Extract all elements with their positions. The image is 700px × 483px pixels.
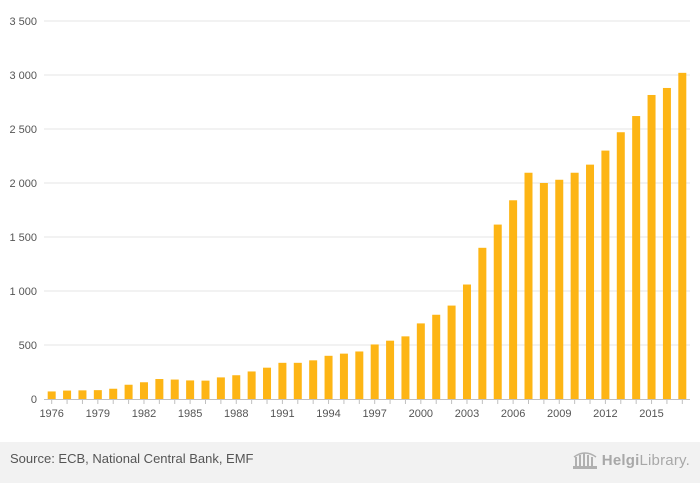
bar: [93, 390, 102, 399]
x-tick-label: 2009: [547, 408, 571, 420]
bar-chart: 0 500 1 000 1 500 2 000 2 500 3 000 3 500 1976 19…: [9, 16, 690, 420]
logo-text: HelgiLibrary.: [602, 452, 690, 469]
bar: [370, 344, 379, 399]
bar: [662, 87, 671, 400]
bar: [355, 351, 364, 399]
bar: [432, 314, 441, 399]
y-tick-label: 3 000: [9, 70, 37, 82]
bar: [478, 247, 487, 399]
bar: [616, 132, 625, 400]
bar: [124, 384, 133, 399]
bar: [170, 379, 179, 399]
bar: [216, 377, 225, 399]
bar: [247, 371, 256, 399]
bar: [201, 380, 210, 399]
y-tick-label: 1 000: [9, 286, 37, 298]
x-tick-label: 1991: [270, 408, 294, 420]
bar: [139, 382, 148, 399]
bar: [509, 200, 518, 399]
bar: [416, 323, 425, 399]
x-tick-label: 1982: [132, 408, 156, 420]
bar: [47, 391, 56, 399]
bar: [278, 362, 287, 399]
x-tick-label: 2003: [455, 408, 479, 420]
y-tick-label: 500: [19, 340, 37, 352]
bar: [601, 150, 610, 399]
bar: [386, 340, 395, 399]
bar: [524, 172, 533, 399]
x-tick-label: 1988: [224, 408, 248, 420]
bar-layer: [47, 72, 687, 400]
axis-layer: 0 500 1 000 1 500 2 000 2 500 3 000 3 500 1976 19…: [9, 16, 690, 420]
x-tick-label: 2006: [501, 408, 525, 420]
helgi-library-logo: HelgiLibrary.: [572, 448, 690, 472]
x-tick-label: 1976: [39, 408, 63, 420]
bar: [555, 179, 564, 399]
x-tick-label: 1979: [86, 408, 110, 420]
logo-text-bold: Helgi: [601, 451, 640, 469]
grid-layer: [44, 20, 690, 346]
y-tick-label: 0: [31, 394, 37, 406]
y-tick-label: 2 000: [9, 178, 37, 190]
bar: [493, 224, 502, 399]
bar: [447, 305, 456, 399]
x-tick-label: 2015: [639, 408, 663, 420]
logo-text-light: Library.: [639, 451, 690, 469]
y-tick-label: 3 500: [9, 16, 37, 28]
bar: [539, 183, 548, 399]
source-text: Source: ECB, National Central Bank, EMF: [10, 451, 254, 466]
y-tick-label: 1 500: [9, 232, 37, 244]
bar: [155, 379, 164, 399]
x-tick-label: 1985: [178, 408, 202, 420]
bar: [647, 94, 656, 399]
bar: [462, 284, 471, 399]
bar: [63, 390, 72, 399]
bar: [570, 172, 579, 399]
bar: [632, 116, 641, 399]
bar: [309, 360, 318, 399]
bar: [586, 164, 595, 399]
bar: [339, 353, 348, 399]
bar: [324, 355, 333, 399]
bar: [678, 72, 687, 399]
library-building-icon: [572, 452, 597, 469]
bar: [109, 388, 118, 399]
bar: [78, 390, 87, 399]
x-tick-label: 2000: [409, 408, 433, 420]
x-tick-label: 2012: [593, 408, 617, 420]
x-tick-label: 1997: [362, 408, 386, 420]
bar: [401, 336, 410, 399]
bar: [232, 375, 241, 399]
y-tick-label: 2 500: [9, 124, 37, 136]
bar: [186, 380, 195, 399]
bar: [263, 367, 272, 399]
bar: [293, 362, 302, 399]
x-tick-label: 1994: [316, 408, 340, 420]
